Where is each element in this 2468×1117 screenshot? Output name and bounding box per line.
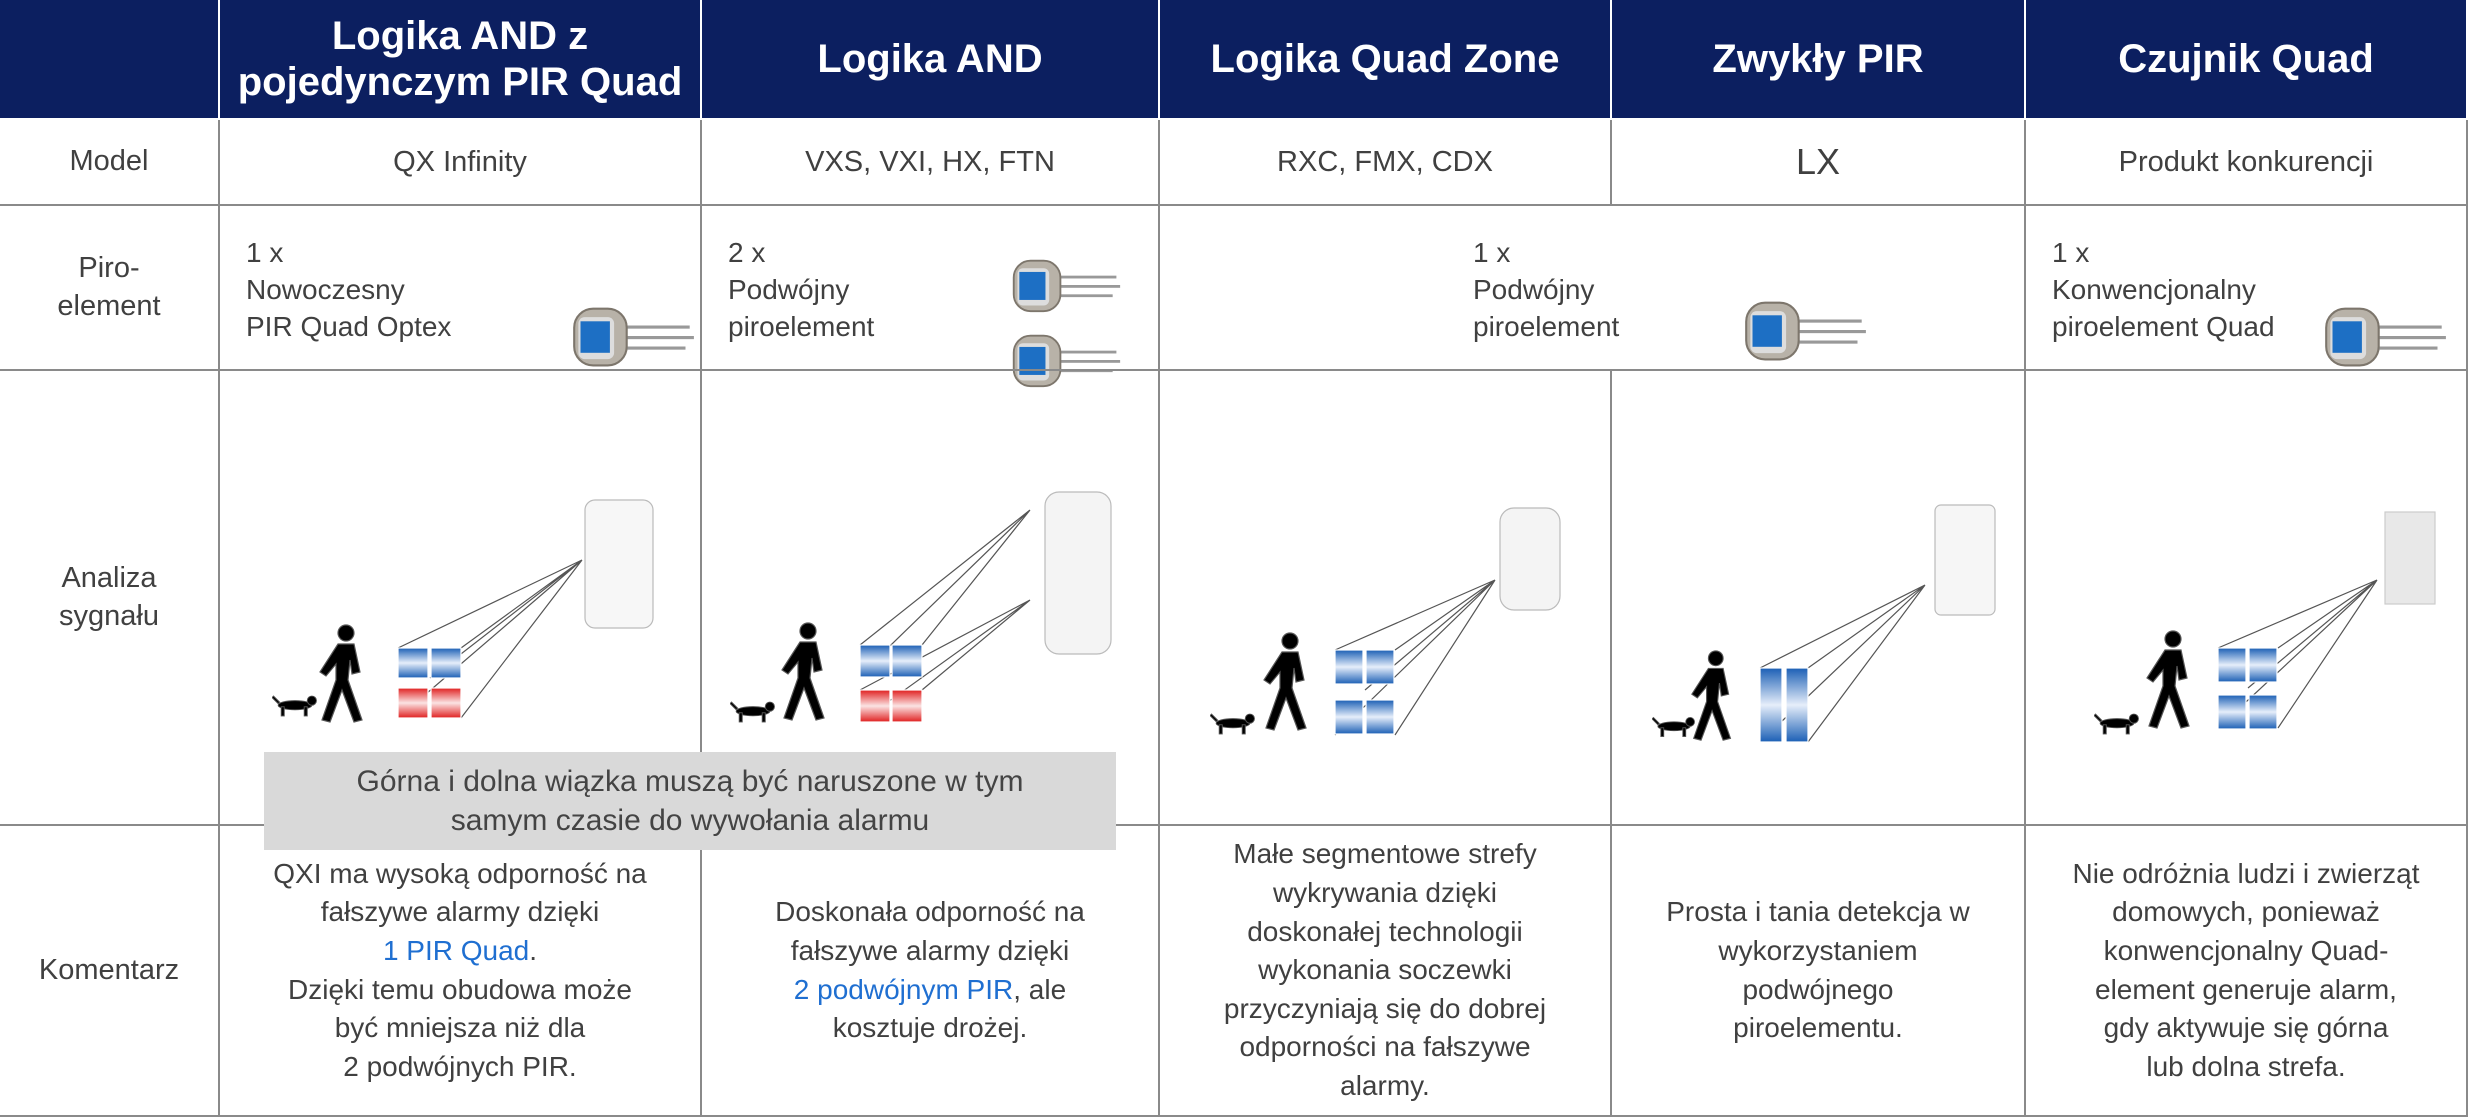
comment-segment: Małe segmentowe strefy wykrywania dzięki…: [1223, 838, 1547, 1102]
piro-cell: 1 x Nowoczesny PIR Quad Optex: [220, 206, 702, 371]
comment-cell: Prosta i tania detekcja w wykorzystaniem…: [1612, 826, 2026, 1117]
column-header: Czujnik Quad: [2026, 0, 2468, 120]
analysis-cell: [2026, 371, 2468, 826]
comment-text: Doskonała odporność na fałszywe alarmy d…: [775, 893, 1085, 1048]
row-label: Analiza sygnału: [0, 371, 220, 826]
comment-cell: Doskonała odporność na fałszywe alarmy d…: [702, 826, 1160, 1117]
model-cell: RXC, FMX, CDX: [1160, 120, 1612, 206]
comment-segment: Nie odróżnia ludzi i zwierząt domowych, …: [2072, 857, 2420, 1082]
analysis-cell: [1612, 371, 2026, 826]
comment-cell: Nie odróżnia ludzi i zwierząt domowych, …: [2026, 826, 2468, 1117]
comment-cell: QXI ma wysoką odporność na fałszywe alar…: [220, 826, 702, 1117]
row-label: Model: [0, 120, 220, 206]
piro-cell: 1 x Konwencjonalny piroelement Quad: [2026, 206, 2468, 371]
comment-highlight: 2 podwójnym PIR: [793, 973, 1014, 1005]
signal-diagrams: [272, 491, 2436, 743]
column-header: Logika Quad Zone: [1160, 0, 1612, 120]
piro-cell: 1 x Podwójny piroelement: [1160, 206, 2026, 371]
comment-highlight: 1 PIR Quad: [382, 934, 530, 966]
comment-segment: Prosta i tania detekcja w wykorzystaniem…: [1666, 896, 1970, 1044]
row-label: Komentarz: [0, 826, 220, 1117]
comment-segment: Doskonała odporność na fałszywe alarmy d…: [775, 896, 1085, 966]
piro-cell: 2 x Podwójny piroelement: [702, 206, 1160, 371]
comment-segment: QXI ma wysoką odporność na fałszywe alar…: [273, 857, 647, 928]
comment-text: Prosta i tania detekcja w wykorzystaniem…: [1666, 893, 1970, 1048]
model-cell: VXS, VXI, HX, FTN: [702, 120, 1160, 206]
comment-segment: . Dzięki temu obudowa może być mniejsza …: [288, 934, 632, 1082]
comment-text: QXI ma wysoką odporność na fałszywe alar…: [273, 855, 647, 1087]
column-header: Logika AND z pojedynczym PIR Quad: [220, 0, 702, 120]
analysis-cell: [1160, 371, 1612, 826]
model-cell: QX Infinity: [220, 120, 702, 206]
column-header: Logika AND: [702, 0, 1160, 120]
comment-text: Małe segmentowe strefy wykrywania dzięki…: [1224, 835, 1546, 1105]
row-label: Piro- element: [0, 206, 220, 371]
comment-segment: , ale kosztuje drożej.: [832, 973, 1067, 1044]
comment-cell: Małe segmentowe strefy wykrywania dzięki…: [1160, 826, 1612, 1117]
model-cell: Produkt konkurencji: [2026, 120, 2468, 206]
column-header: Zwykły PIR: [1612, 0, 2026, 120]
comment-text: Nie odróżnia ludzi i zwierząt domowych, …: [2072, 855, 2419, 1087]
model-cell: LX: [1612, 120, 2026, 206]
note: Górna i dolna wiązka muszą być naruszone…: [264, 752, 1116, 850]
header-corner: [0, 0, 220, 120]
